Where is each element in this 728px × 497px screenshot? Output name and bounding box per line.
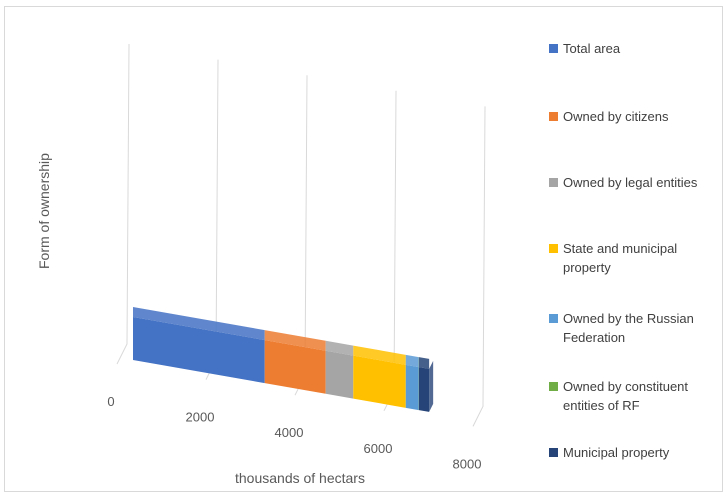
chart-plot: 0 2000 4000 6000 8000 thousands of hectars F…	[36, 43, 486, 486]
x-tick-label: 2000	[186, 410, 215, 425]
gridline-0	[116, 43, 130, 365]
legend-swatch	[549, 178, 558, 187]
legend-label: Municipal property	[563, 445, 670, 460]
y-axis-title: Form of ownership	[36, 153, 52, 269]
legend-swatch	[549, 244, 558, 253]
bar-top-face	[133, 307, 265, 341]
bar-top-face	[353, 345, 406, 365]
legend-swatch	[549, 448, 558, 457]
x-tick-label: 6000	[364, 441, 393, 456]
chart-frame: 0 2000 4000 6000 8000 thousands of hectars F…	[4, 6, 723, 492]
legend-label: Owned by constituent entities of RF	[563, 379, 689, 413]
bar-segment-3	[325, 340, 354, 399]
bar-front-face	[353, 355, 406, 408]
bar-top-face	[325, 340, 354, 356]
legend-label: Total area	[563, 41, 621, 56]
bar-top-face	[264, 330, 326, 351]
bar-segment-5	[405, 354, 419, 411]
legend-swatch	[549, 382, 558, 391]
legend-label: Owned by legal entities	[563, 175, 698, 190]
legend-swatch	[549, 314, 558, 323]
legend-swatch	[549, 112, 558, 121]
legend-item: Owned by the Russian Federation	[549, 309, 725, 347]
bar-front-face	[405, 364, 419, 411]
gridline-8000	[472, 106, 486, 427]
legend-label: State and municipal property	[563, 241, 678, 275]
legend-item: Owned by legal entities	[549, 173, 725, 192]
x-tick-label: 4000	[275, 425, 304, 440]
bar-segment-1	[133, 307, 265, 384]
x-tick-label: 8000	[453, 456, 482, 471]
legend-item: Municipal property	[549, 443, 725, 462]
bar-front-face	[264, 340, 326, 394]
bar-front-face	[133, 317, 265, 384]
bar-segment-7	[418, 357, 430, 412]
bar-front-face	[418, 367, 430, 412]
legend-item: State and municipal property	[549, 239, 725, 277]
bar-end-cap	[429, 360, 434, 412]
legend-item: Total area	[549, 39, 725, 58]
bar-front-face	[325, 350, 354, 399]
x-tick-labels: 0 2000 4000 6000 8000	[107, 394, 481, 471]
legend-item: Owned by constituent entities of RF	[549, 377, 725, 415]
bar-segments	[133, 307, 434, 412]
legend-label: Owned by the Russian Federation	[563, 311, 694, 345]
x-axis-title: thousands of hectars	[235, 470, 365, 486]
legend-item: Owned by citizens	[549, 107, 725, 126]
legend-label: Owned by citizens	[563, 109, 669, 124]
bar-segment-2	[264, 330, 326, 394]
bar-top-face	[405, 354, 419, 368]
bar-top-face	[418, 357, 430, 369]
legend-swatch	[549, 44, 558, 53]
x-tick-label: 0	[107, 394, 114, 409]
bar-segment-4	[353, 345, 406, 408]
